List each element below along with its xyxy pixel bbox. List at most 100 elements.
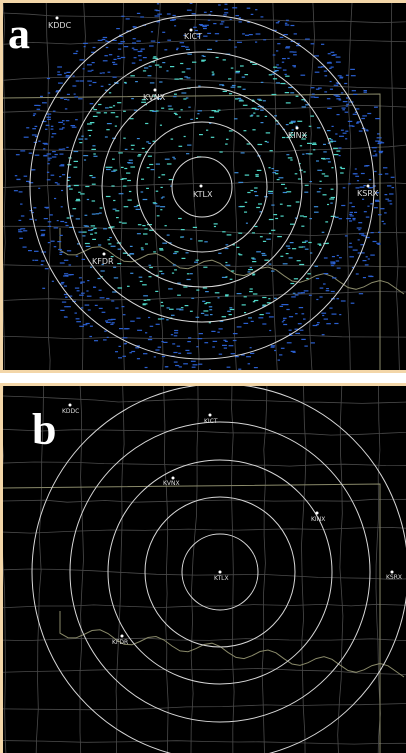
echo xyxy=(90,234,93,235)
echo xyxy=(349,214,352,215)
echo xyxy=(161,318,164,319)
echo xyxy=(174,269,177,270)
echo xyxy=(281,83,286,84)
echo xyxy=(75,119,78,120)
echo xyxy=(250,353,254,354)
echo xyxy=(71,125,76,126)
echo xyxy=(331,67,334,68)
echo xyxy=(46,117,51,118)
echo xyxy=(47,114,52,115)
echo xyxy=(73,76,75,77)
echo xyxy=(137,155,140,156)
echo xyxy=(64,73,66,74)
echo xyxy=(130,166,135,167)
echo xyxy=(373,155,378,156)
echo xyxy=(102,312,106,313)
echo xyxy=(72,85,76,86)
echo xyxy=(167,307,170,308)
echo xyxy=(67,306,71,307)
echo xyxy=(169,309,174,310)
echo xyxy=(326,290,330,291)
echo xyxy=(190,238,192,239)
echo xyxy=(93,153,96,154)
echo xyxy=(308,153,312,154)
echo xyxy=(382,221,384,222)
echo xyxy=(286,309,289,310)
echo xyxy=(181,46,185,47)
echo xyxy=(111,112,115,113)
echo xyxy=(331,197,335,198)
echo xyxy=(38,141,40,142)
echo xyxy=(116,28,120,29)
echo xyxy=(190,273,193,274)
echo xyxy=(302,242,306,243)
echo xyxy=(340,167,342,168)
echo xyxy=(113,267,116,268)
echo xyxy=(188,337,191,338)
station-label: KICT xyxy=(204,418,218,425)
echo xyxy=(118,152,123,153)
echo xyxy=(336,151,340,152)
echo xyxy=(248,317,252,318)
echo xyxy=(254,367,258,368)
echo xyxy=(130,321,135,322)
station-label: KFDR xyxy=(112,639,128,646)
echo xyxy=(167,13,171,14)
echo xyxy=(121,57,125,58)
echo xyxy=(366,217,370,218)
echo xyxy=(373,241,377,242)
echo xyxy=(81,136,83,137)
echo xyxy=(103,60,108,61)
echo xyxy=(118,43,122,44)
echo xyxy=(213,23,216,24)
echo xyxy=(343,133,347,134)
echo xyxy=(44,207,49,208)
echo xyxy=(204,303,207,304)
echo xyxy=(156,324,160,325)
echo xyxy=(276,82,280,83)
echo xyxy=(124,168,127,169)
echo xyxy=(310,181,312,182)
echo xyxy=(238,182,243,183)
echo xyxy=(244,323,249,324)
echo xyxy=(43,143,48,144)
echo xyxy=(352,218,355,219)
echo xyxy=(177,295,181,296)
echo xyxy=(137,358,140,359)
echo xyxy=(234,118,237,119)
echo xyxy=(350,212,353,213)
echo xyxy=(285,188,287,189)
echo xyxy=(40,96,43,97)
echo xyxy=(147,167,150,168)
echo xyxy=(362,199,364,200)
echo xyxy=(79,326,84,327)
echo xyxy=(202,301,205,302)
echo xyxy=(247,8,251,9)
echo xyxy=(121,167,124,168)
echo xyxy=(283,263,288,264)
echo xyxy=(174,335,177,336)
station-dot xyxy=(367,185,370,188)
echo xyxy=(143,303,148,304)
echo xyxy=(298,323,302,324)
echo xyxy=(256,251,261,252)
echo xyxy=(291,25,295,26)
echo xyxy=(123,186,126,187)
echo xyxy=(130,246,133,247)
echo xyxy=(212,72,214,73)
echo xyxy=(332,314,337,315)
echo xyxy=(298,292,301,293)
echo xyxy=(69,185,71,186)
station-label: KDDC xyxy=(62,408,79,415)
echo xyxy=(153,251,156,252)
echo xyxy=(93,287,96,288)
echo xyxy=(377,137,382,138)
echo xyxy=(199,333,203,334)
echo xyxy=(289,257,293,258)
echo xyxy=(150,82,154,83)
echo xyxy=(237,293,242,294)
echo xyxy=(113,64,117,65)
echo xyxy=(248,363,250,364)
echo xyxy=(98,278,101,279)
echo xyxy=(280,256,283,257)
